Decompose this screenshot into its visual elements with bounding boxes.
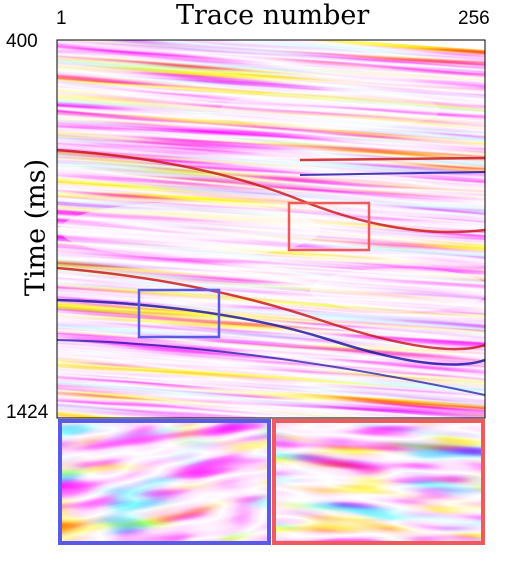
y-axis-title: Time (ms) xyxy=(20,158,52,297)
y-tick-end: 1424 xyxy=(6,402,49,423)
x-tick-end: 256 xyxy=(458,8,490,29)
x-axis-title: Trace number xyxy=(176,0,370,31)
x-tick-start: 1 xyxy=(56,8,67,29)
red-region-inset xyxy=(274,421,483,543)
seismic-section xyxy=(57,40,485,418)
red-inset-frame xyxy=(272,419,485,545)
y-tick-start: 400 xyxy=(6,31,38,52)
blue-region-inset xyxy=(60,421,269,543)
plot-frame xyxy=(56,39,486,419)
red-zoom-box xyxy=(287,201,371,252)
blue-zoom-box xyxy=(137,288,221,339)
blue-inset-frame xyxy=(58,419,271,545)
